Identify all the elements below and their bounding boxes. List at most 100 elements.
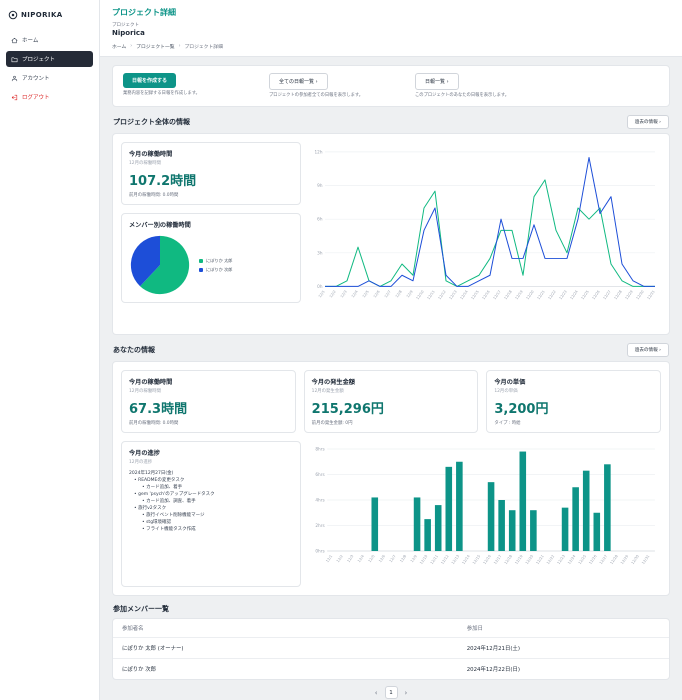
svg-text:12/21: 12/21 — [535, 555, 544, 566]
project-hours-title: 今月の稼働時間 — [129, 151, 173, 159]
svg-text:12/23: 12/23 — [559, 290, 568, 301]
svg-text:12/30: 12/30 — [636, 290, 646, 301]
all-reports-button[interactable]: 全ての日報一覧 › — [269, 73, 328, 90]
page-header: プロジェクト詳細 プロジェクト Niporica ホーム › プロジェクト一覧 › プロ… — [100, 0, 682, 57]
user-icon — [11, 75, 18, 81]
svg-text:12/12: 12/12 — [438, 290, 447, 301]
svg-text:12/20: 12/20 — [526, 290, 536, 301]
folder-icon — [11, 56, 18, 62]
member-date-cell: 2024年12月21日(土) — [466, 646, 520, 653]
sidebar-item-label: ホーム — [22, 38, 39, 44]
svg-text:12/17: 12/17 — [493, 555, 502, 566]
sidebar-item-home[interactable]: ホーム — [6, 32, 93, 48]
svg-text:12/4: 12/4 — [357, 554, 365, 563]
breadcrumb-item[interactable]: プロジェクト一覧 — [136, 45, 175, 50]
sidebar-item-logout[interactable]: ログアウト — [6, 89, 93, 105]
sidebar-item-project[interactable]: プロジェクト — [6, 51, 93, 67]
project-overview-card: 今月の稼働時間 12月の稼働時間 107.2時間 前月の稼働時間: 0.0時間 … — [112, 133, 670, 336]
svg-text:12/6: 12/6 — [373, 290, 381, 299]
your-rate-footer: タイプ : 時給 — [494, 421, 521, 427]
svg-text:12/17: 12/17 — [493, 290, 502, 301]
progress-item: • 旅行イベント削除機能マージ — [142, 513, 205, 519]
breadcrumb-item[interactable]: ホーム — [112, 45, 127, 50]
project-label: プロジェクト — [112, 23, 139, 28]
members-col-date: 参加日 — [466, 626, 483, 633]
svg-text:12/22: 12/22 — [548, 290, 557, 301]
progress-item: • gem 'psych'のアップグレードタスク — [134, 492, 215, 498]
sidebar-nav: ホームプロジェクト アカウントログアウト — [6, 32, 93, 105]
progress-item: • 旅行v2タスク — [134, 506, 167, 512]
your-rate-subtitle: 12月の単価 — [494, 389, 518, 395]
next-page-button[interactable]: › — [404, 688, 408, 697]
your-hours-bar-chart: 0hrs 2hrs 4hrs 6hrs 8hrs 12/1 12/2 12/3 12/4 12/5… — [315, 447, 655, 566]
svg-text:12/31: 12/31 — [647, 290, 656, 301]
create-report-button[interactable]: 日報を作成する — [123, 73, 177, 88]
svg-text:8hrs: 8hrs — [315, 447, 324, 452]
members-table: 参加者名 参加日 にぽりか 太郎 (オーナー) 2024年12月21日(土) にぽり… — [112, 618, 670, 681]
svg-text:12/16: 12/16 — [482, 290, 492, 301]
svg-text:12/9: 12/9 — [406, 290, 414, 299]
your-hours-title: 今月の稼働時間 — [129, 379, 173, 387]
progress-item: • フライト機能タスク作成 — [142, 527, 196, 533]
project-hours-chart-area: 0h 3h 6h 9h 12h 12/1 12/2 12/3 12/4 12/5 12/6 12/7 1… — [309, 142, 661, 326]
action-group-create-report: 日報を作成する 業務内容を記録する日報を作成します。 — [123, 73, 243, 99]
members-col-name: 参加者名 — [122, 626, 144, 633]
member-hours-pie-row: にぽりか 太郎 にぽりか 次郎 — [129, 234, 293, 296]
svg-text:12/24: 12/24 — [567, 554, 577, 565]
svg-text:12/7: 12/7 — [389, 555, 397, 564]
your-rate-title: 今月の単価 — [494, 379, 526, 387]
svg-text:12/6: 12/6 — [378, 554, 386, 563]
progress-item: • カード追加、着手 — [142, 485, 183, 491]
pagination: ‹ 1 › — [112, 686, 670, 700]
svg-text:12/16: 12/16 — [483, 554, 493, 565]
your-amount-footer: 前月の発生金額: 0円 — [311, 421, 353, 427]
your-progress-title: 今月の進捗 — [129, 450, 160, 458]
main-area: プロジェクト詳細 プロジェクト Niporica ホーム › プロジェクト一覧 › プロ… — [100, 0, 682, 700]
your-rate-card: 今月の単価 12月の単価 3,200円 タイプ : 時給 — [486, 370, 662, 434]
svg-text:12/21: 12/21 — [537, 290, 546, 301]
your-amount-subtitle: 12月の発生金額 — [311, 389, 344, 395]
your-history-button[interactable]: 過去の情報 › — [626, 343, 669, 358]
svg-text:12/8: 12/8 — [399, 554, 407, 563]
current-page-button[interactable]: 1 — [384, 686, 398, 700]
logo: NIPORIKA — [8, 10, 91, 20]
svg-text:6h: 6h — [317, 217, 323, 222]
project-hours-footer: 前月の稼働時間: 0.0時間 — [129, 193, 179, 199]
my-reports-button[interactable]: 日報一覧 › — [415, 73, 459, 90]
table-row[interactable]: にぽりか 太郎 (オーナー) 2024年12月21日(土) — [113, 638, 669, 660]
action-caption: このプロジェクトのあなたの日報を表示します。 — [415, 93, 510, 98]
svg-text:12/10: 12/10 — [419, 554, 429, 565]
your-stats-row: 今月の稼働時間 12月の稼働時間 67.3時間 前月の稼働時間: 0.0時間 今… — [121, 370, 662, 434]
svg-text:12/3: 12/3 — [346, 555, 354, 564]
project-history-button[interactable]: 過去の情報 › — [626, 115, 669, 130]
svg-text:12/2: 12/2 — [329, 290, 337, 299]
svg-text:12/30: 12/30 — [631, 554, 641, 565]
legend-label: にぽりか 次郎 — [206, 266, 233, 272]
sidebar-item-label: ログアウト — [22, 95, 50, 101]
project-overview-left: 今月の稼働時間 12月の稼働時間 107.2時間 前月の稼働時間: 0.0時間 … — [121, 142, 301, 326]
project-section-title: プロジェクト全体の情報 — [113, 118, 190, 127]
logout-icon — [11, 94, 18, 100]
members-table-body: にぽりか 太郎 (オーナー) 2024年12月21日(土) にぽりか 次郎 2024年… — [113, 638, 669, 679]
table-row[interactable]: にぽりか 次郎 2024年12月22日(日) — [113, 659, 669, 679]
svg-text:12/23: 12/23 — [557, 555, 566, 566]
your-hours-footer: 前月の稼働時間: 0.0時間 — [129, 421, 179, 427]
breadcrumb-item: プロジェクト詳細 — [184, 45, 223, 50]
legend-swatch — [199, 267, 203, 272]
content: 日報を作成する 業務内容を記録する日報を作成します。 全ての日報一覧 › プロジェクト… — [100, 57, 682, 700]
your-progress-date: 2024年12月27日(金) — [129, 471, 174, 477]
action-group-all-reports: 全ての日報一覧 › プロジェクトの参加者全ての日報を表示します。 — [269, 73, 389, 99]
report-actions-card: 日報を作成する 業務内容を記録する日報を作成します。 全ての日報一覧 › プロジェクト… — [112, 65, 670, 108]
svg-text:12h: 12h — [315, 150, 323, 155]
svg-text:12/5: 12/5 — [368, 555, 376, 564]
sidebar: NIPORIKA ホームプロジェクト アカウントログアウト — [0, 0, 100, 700]
svg-text:6hrs: 6hrs — [315, 472, 324, 477]
svg-text:12/9: 12/9 — [410, 554, 418, 563]
svg-text:12/12: 12/12 — [440, 555, 449, 566]
project-hours-value: 107.2時間 — [129, 174, 197, 190]
prev-page-button[interactable]: ‹ — [374, 688, 378, 697]
sidebar-item-account[interactable]: アカウント — [6, 70, 93, 86]
your-progress-row: 今月の進捗 12月の進捗 2024年12月27日(金) • READMEの変更タ… — [121, 441, 661, 588]
your-section-head: あなたの情報 過去の情報 › — [113, 343, 669, 358]
